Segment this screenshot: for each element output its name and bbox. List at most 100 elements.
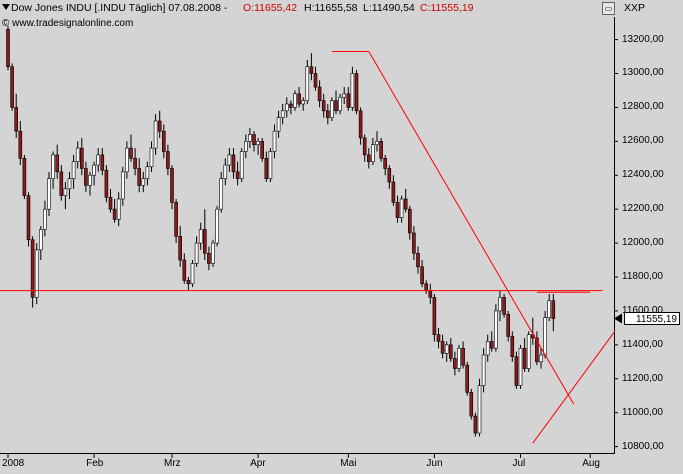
candle-body	[317, 86, 322, 101]
candle-body	[100, 154, 105, 171]
candle-body	[502, 297, 506, 315]
candle-body	[424, 283, 429, 291]
candle-body	[203, 229, 207, 254]
candle-body	[305, 66, 310, 101]
y-tick-label: 12800,00	[622, 101, 664, 113]
candle-body	[133, 157, 137, 169]
open-value: O:11655,42	[243, 2, 298, 14]
candle-body	[166, 151, 170, 169]
y-tick-label: 13000,00	[622, 67, 664, 79]
candle-body	[211, 242, 215, 264]
candle-body	[440, 341, 445, 354]
candle-body	[395, 202, 400, 218]
candle-body	[350, 73, 355, 108]
candle-body	[51, 154, 55, 179]
candle-body	[465, 364, 470, 393]
candle-body	[104, 169, 109, 198]
candle-body	[293, 93, 297, 108]
candle-body	[272, 130, 277, 152]
candle-body	[334, 100, 338, 112]
candle-body	[43, 208, 47, 230]
copyright-text: © www.tradesignalonline.com	[2, 18, 134, 29]
candle-body	[371, 144, 375, 162]
candle-body	[522, 347, 527, 369]
candle-body	[80, 147, 84, 169]
candle-body	[432, 297, 437, 335]
x-tick-label: Jul	[512, 458, 526, 469]
candle-body	[354, 73, 359, 112]
candle-body	[280, 110, 285, 118]
y-tick-label: 11000,00	[622, 406, 663, 418]
high-value: H:11655,58	[304, 2, 358, 14]
candle-body	[407, 208, 412, 234]
candle-body	[182, 259, 187, 281]
last-value-box: 11555,19	[624, 311, 680, 325]
candle-body	[481, 354, 486, 386]
candle-body	[387, 168, 392, 183]
candle-body	[526, 334, 531, 369]
x-tick-label: Mrz	[164, 458, 181, 469]
candle-body	[457, 347, 461, 369]
candle-body	[34, 249, 39, 298]
candle-body	[268, 151, 273, 179]
chart-header: Dow Jones INDU [.INDU Täglich] 07.08.200…	[0, 0, 683, 17]
candle-body	[547, 300, 552, 319]
candle-body	[38, 229, 43, 251]
candle-body	[116, 198, 121, 220]
candle-body	[535, 337, 539, 363]
y-tick-label: 11400,00	[622, 338, 663, 350]
scale-label: XXP	[624, 2, 646, 14]
x-tick-label: Mai	[340, 458, 357, 469]
menu-icon[interactable]	[2, 4, 10, 10]
candle-body	[227, 154, 232, 166]
candle-body	[391, 181, 396, 203]
candle-body	[223, 164, 228, 179]
candle-body	[321, 100, 326, 112]
candle-body	[518, 347, 523, 386]
candle-body	[256, 141, 260, 146]
candle-body	[473, 415, 478, 434]
candle-body	[231, 154, 236, 173]
x-tick-label: 2008	[2, 458, 25, 469]
candle-body	[162, 130, 166, 152]
candle-body	[301, 100, 306, 105]
candle-body	[412, 232, 416, 254]
candle-body	[383, 157, 388, 169]
candle-body	[190, 263, 195, 285]
candle-body	[325, 110, 330, 118]
candle-body	[125, 147, 129, 173]
candle-body	[494, 310, 498, 349]
candle-body	[420, 266, 424, 285]
candle-body	[346, 93, 351, 108]
candle-body	[121, 171, 125, 200]
candle-body	[284, 103, 289, 112]
candle-body	[71, 161, 76, 179]
candle-body	[366, 154, 371, 162]
last-value-marker	[614, 313, 622, 324]
candle-body	[514, 356, 519, 386]
y-tick-label: 12400,00	[622, 169, 664, 181]
candle-body	[67, 178, 72, 190]
candle-body	[252, 134, 256, 146]
x-tick-label: Feb	[86, 458, 104, 469]
candle-body	[379, 141, 383, 159]
candle-body	[170, 168, 174, 203]
candle-body	[260, 141, 265, 159]
candle-body	[137, 168, 141, 186]
plot-area[interactable]	[0, 17, 615, 454]
candle-body	[174, 202, 178, 237]
candle-body	[26, 195, 31, 240]
y-tick-label: 12000,00	[622, 237, 664, 249]
candle-body	[235, 171, 240, 179]
candle-body	[108, 196, 113, 210]
candle-body	[75, 147, 80, 162]
candle-body	[498, 297, 502, 312]
window-restore-icon[interactable]: ▭	[602, 2, 615, 15]
candle-body	[551, 300, 556, 319]
y-tick-label: 12600,00	[622, 135, 664, 147]
candle-body	[362, 137, 367, 156]
candle-body	[330, 100, 334, 118]
candle-body	[47, 178, 51, 210]
candle-body	[444, 344, 449, 354]
